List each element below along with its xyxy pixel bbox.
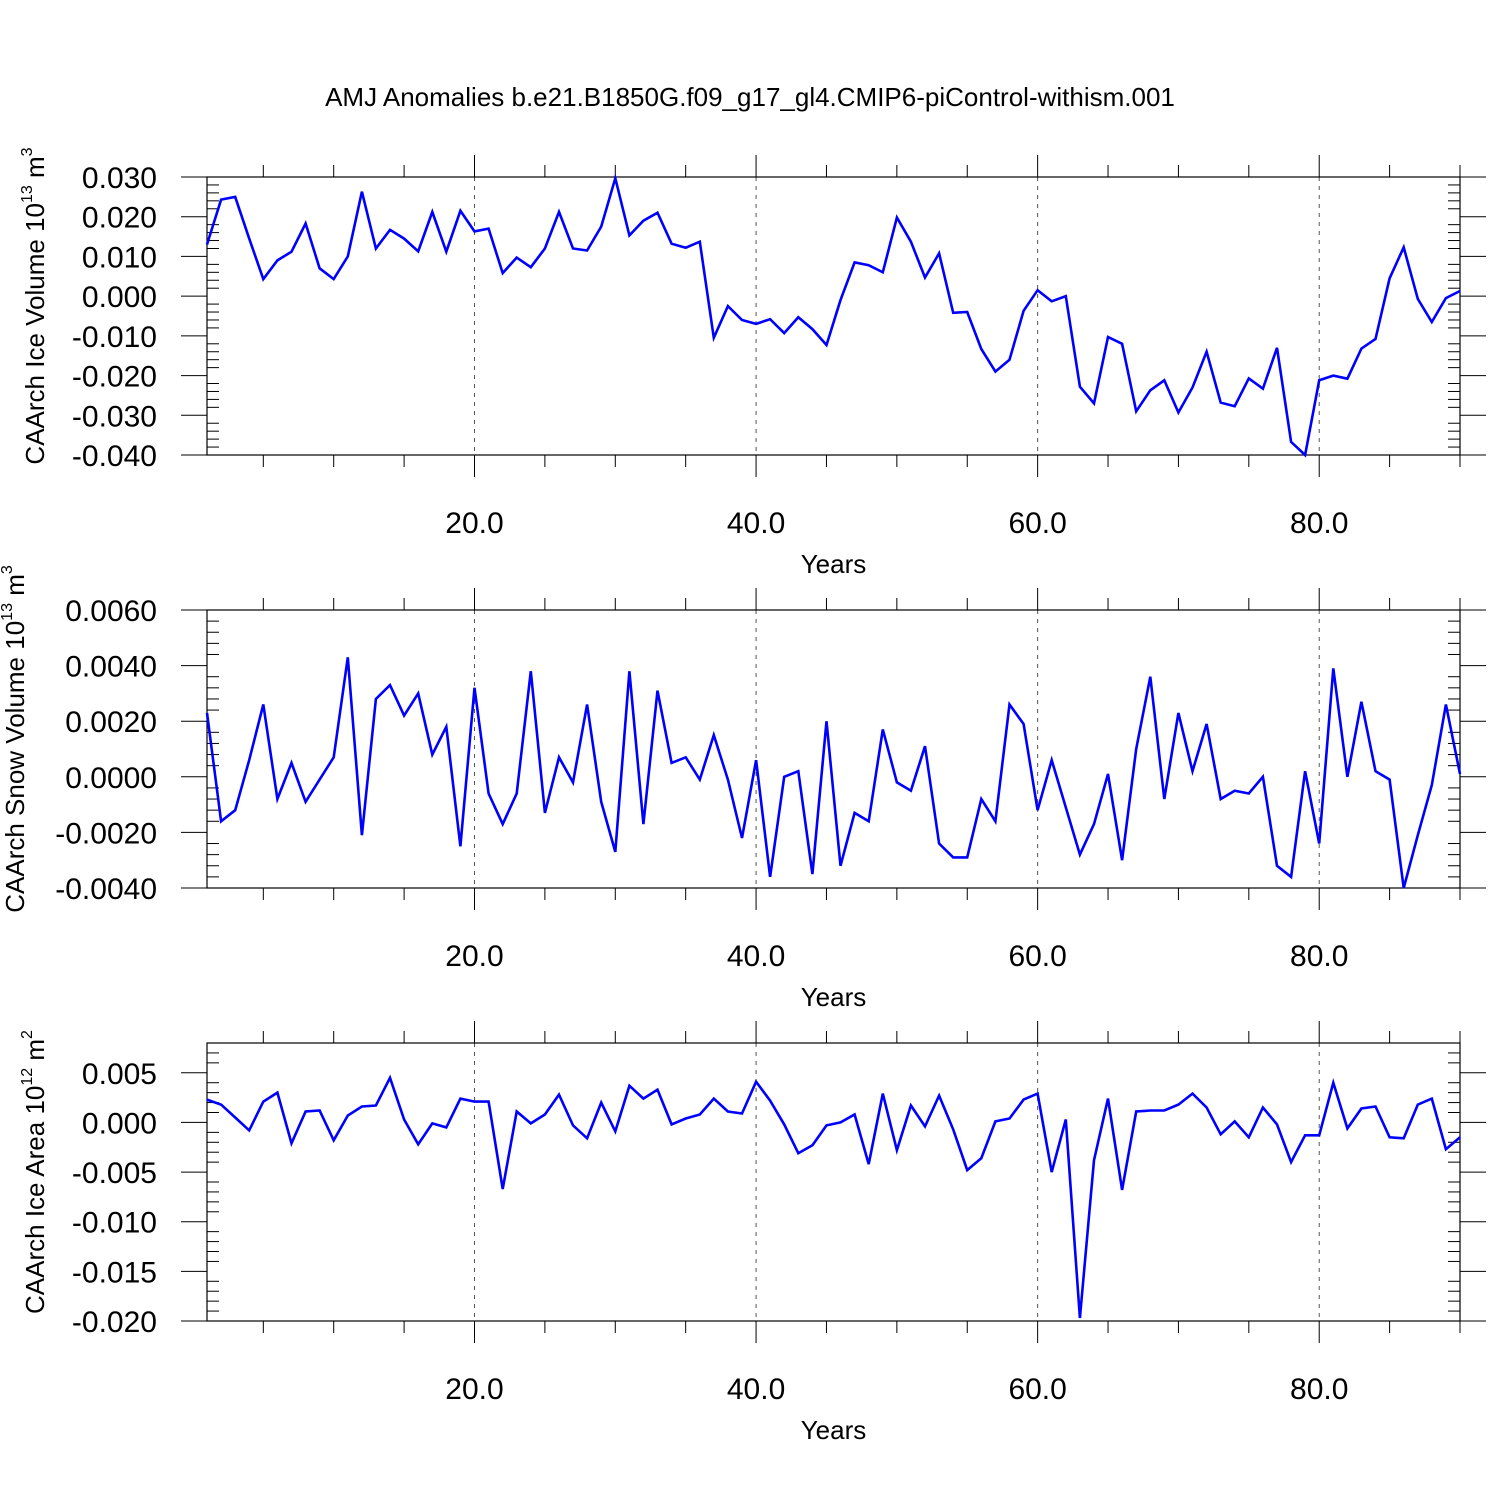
x-tick-label: 80.0 [1290, 1373, 1348, 1406]
series-line [205, 657, 1462, 889]
x-tick-label: 80.0 [1290, 507, 1348, 540]
x-tick-label: 60.0 [1008, 507, 1066, 540]
x-tick-label: 80.0 [1290, 940, 1348, 973]
plot-frame [206, 176, 1461, 456]
series-line [206, 1074, 1461, 1319]
y-axis-title: CAArch Ice Volume 1013 m3 [19, 147, 50, 464]
y-tick-label: 0.000 [82, 1107, 157, 1140]
y-tick-label: 0.010 [82, 241, 157, 274]
y-tick-label: 0.005 [82, 1058, 157, 1091]
y-tick-label: -0.030 [72, 400, 157, 433]
chart-panel-1: -0.040 -0.030 -0.020 -0.010 0.000 0.010 0.020 0… [19, 147, 1486, 579]
y-tick-label: -0.0020 [55, 817, 157, 850]
x-tick-label: 20.0 [445, 507, 503, 540]
y-axis-title: CAArch Snow Volume 1013 m3 [0, 565, 30, 913]
y-tick-label: 0.020 [82, 202, 157, 235]
y-tick-label: 0.0000 [65, 762, 157, 795]
y-tick-label: -0.020 [72, 361, 157, 394]
x-tick-label: 20.0 [445, 940, 503, 973]
x-axis-title: Years [801, 549, 867, 579]
y-tick-label: -0.010 [72, 1207, 157, 1240]
y-tick-label: -0.010 [72, 321, 157, 354]
chart-panel-3: -0.020 -0.015 -0.010 -0.005 0.000 0.005 20.0 40… [19, 1021, 1486, 1445]
series-line [205, 173, 1461, 458]
chart-title: AMJ Anomalies b.e21.B1850G.f09_g17_gl4.C… [325, 82, 1175, 112]
y-tick-label: -0.040 [72, 440, 157, 473]
y-tick-label: 0.0020 [65, 706, 157, 739]
y-tick-label: -0.0040 [55, 873, 157, 906]
x-tick-label: 60.0 [1008, 1373, 1066, 1406]
y-axis-title: CAArch Ice Area 1012 m2 [19, 1030, 50, 1314]
chart-panel-2: -0.0040 -0.0020 0.0000 0.0020 0.0040 0.0060 20… [0, 565, 1486, 1012]
x-tick-label: 40.0 [727, 507, 785, 540]
x-axis-title: Years [801, 1415, 867, 1445]
plot-frame [206, 1042, 1461, 1322]
x-tick-label: 40.0 [727, 1373, 785, 1406]
x-axis-title: Years [801, 982, 867, 1012]
y-tick-label: 0.000 [82, 281, 157, 314]
y-tick-label: 0.0040 [65, 651, 157, 684]
y-tick-label: -0.020 [72, 1306, 157, 1339]
x-tick-label: 20.0 [445, 1373, 503, 1406]
plot-frame [206, 609, 1461, 889]
y-tick-label: 0.0060 [65, 595, 157, 628]
y-tick-label: 0.030 [82, 162, 157, 195]
y-tick-label: -0.005 [72, 1157, 157, 1190]
x-tick-label: 60.0 [1008, 940, 1066, 973]
x-tick-label: 40.0 [727, 940, 785, 973]
y-tick-label: -0.015 [72, 1256, 157, 1289]
